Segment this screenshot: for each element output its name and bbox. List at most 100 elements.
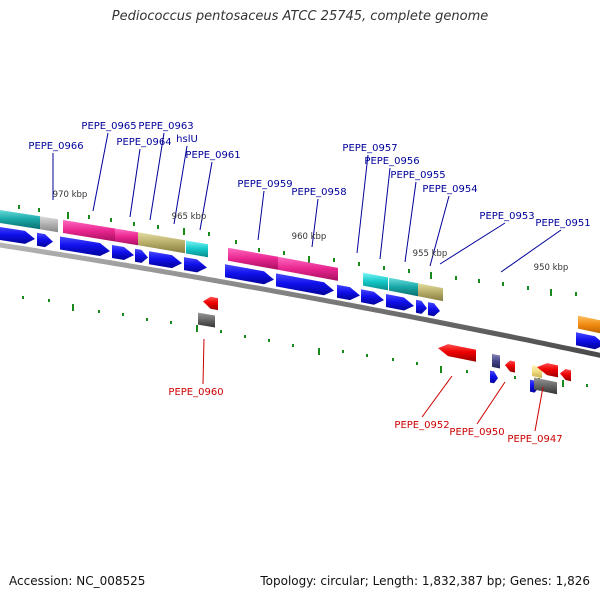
gene-feature — [278, 256, 338, 281]
scale-tick — [430, 272, 432, 279]
scale-tick — [88, 215, 90, 219]
scale-tick — [157, 225, 159, 229]
scale-tick — [502, 282, 504, 286]
gene-label-top[interactable]: PEPE_0959 — [237, 179, 292, 190]
gene-feature — [0, 209, 40, 230]
scale-tick — [258, 248, 260, 252]
cds-plus — [337, 284, 360, 301]
scale-tick — [455, 276, 457, 280]
scale-tick — [110, 218, 112, 222]
scale-tick — [133, 222, 135, 226]
scale-label[interactable]: 950 kbp — [534, 263, 569, 273]
gene-feature — [138, 232, 185, 254]
leader-line — [173, 145, 188, 225]
leader-line — [379, 167, 391, 260]
scale-tick — [18, 205, 20, 209]
leader-line — [534, 386, 544, 432]
scale-tick — [466, 370, 468, 373]
cds-plus — [361, 289, 384, 305]
scale-tick — [308, 256, 310, 263]
gene-label-bottom[interactable]: PEPE_0950 — [449, 427, 504, 438]
cds-plus — [149, 251, 182, 269]
leader-line — [356, 154, 369, 254]
scale-tick — [478, 279, 480, 283]
cds-plus — [576, 332, 600, 350]
scale-tick — [318, 348, 320, 355]
gene-label-top[interactable]: PEPE_0953 — [479, 211, 534, 222]
gene-label-top[interactable]: PEPE_0963 — [138, 121, 193, 132]
scale-tick — [48, 299, 50, 302]
gene-label-top[interactable]: PEPE_0965 — [81, 121, 136, 132]
cds-minus — [537, 363, 558, 378]
leader-line — [404, 181, 417, 263]
gene-label-top[interactable]: PEPE_0951 — [535, 218, 590, 229]
scale-tick — [358, 262, 360, 266]
gene-feature — [578, 315, 600, 334]
scale-tick — [383, 266, 385, 270]
leader-line — [429, 195, 450, 267]
scale-tick — [562, 380, 564, 387]
scale-tick — [67, 212, 69, 219]
scale-tick — [98, 310, 100, 313]
cds-plus — [135, 248, 148, 263]
gene-label-top[interactable]: PEPE_0966 — [28, 141, 83, 152]
gene-feature — [198, 312, 215, 328]
cds-plus — [37, 232, 53, 248]
scale-tick — [244, 335, 246, 338]
leader-line — [149, 132, 165, 221]
gene-label-bottom[interactable]: PEPE_0952 — [394, 420, 449, 431]
scale-tick — [575, 292, 577, 296]
gene-label-top[interactable]: PEPE_0958 — [291, 187, 346, 198]
scale-tick — [416, 362, 418, 365]
gene-feature — [363, 272, 388, 291]
scale-label[interactable]: 965 kbp — [172, 212, 207, 222]
cds-plus — [112, 245, 134, 260]
scale-tick — [392, 358, 394, 361]
leader-line — [92, 132, 109, 212]
gene-label-top[interactable]: PEPE_0954 — [422, 184, 477, 195]
scale-tick — [586, 384, 588, 387]
cds-plus — [386, 294, 414, 311]
cds-minus — [438, 344, 476, 362]
gene-label-bottom[interactable]: PEPE_0960 — [168, 387, 223, 398]
gene-feature — [40, 216, 58, 233]
scale-tick — [22, 296, 24, 299]
scale-label[interactable]: 960 kbp — [292, 232, 327, 242]
scale-tick — [527, 286, 529, 290]
cds-plus — [0, 226, 35, 244]
accession-text: Accession: NC_008525 — [9, 574, 146, 588]
gene-feature — [186, 240, 208, 258]
scale-tick — [72, 304, 74, 311]
scale-tick — [146, 318, 148, 321]
gene-feature — [228, 247, 278, 270]
leader-line — [202, 338, 205, 385]
gene-label-bottom[interactable]: PEPE_0947 — [507, 434, 562, 445]
cds-plus — [276, 273, 334, 296]
gene-feature — [115, 228, 138, 246]
gene-label-top[interactable]: PEPE_0957 — [342, 143, 397, 154]
leader-line — [257, 190, 265, 241]
genome-summary-text: Topology: circular; Length: 1,832,387 bp… — [260, 574, 590, 588]
scale-tick — [366, 354, 368, 357]
scale-tick — [342, 350, 344, 353]
scale-tick — [170, 321, 172, 324]
gene-label-top[interactable]: hslU — [176, 134, 198, 145]
scale-tick — [268, 339, 270, 342]
gene-label-top[interactable]: PEPE_0955 — [390, 170, 445, 181]
gene-label-top[interactable]: PEPE_0961 — [185, 150, 240, 161]
scale-tick — [333, 258, 335, 262]
gene-feature — [492, 353, 500, 369]
scale-tick — [208, 232, 210, 236]
scale-tick — [220, 330, 222, 333]
gene-feature — [389, 277, 418, 297]
scale-tick — [514, 376, 516, 379]
cds-plus — [428, 302, 440, 317]
cds-minus — [203, 296, 218, 311]
scale-label[interactable]: 955 kbp — [413, 249, 448, 259]
scale-label[interactable]: 970 kbp — [53, 190, 88, 200]
cds-plus — [225, 264, 274, 285]
gene-label-top[interactable]: PEPE_0956 — [364, 156, 419, 167]
gene-label-top[interactable]: PEPE_0964 — [116, 137, 171, 148]
leader-line — [500, 229, 562, 273]
